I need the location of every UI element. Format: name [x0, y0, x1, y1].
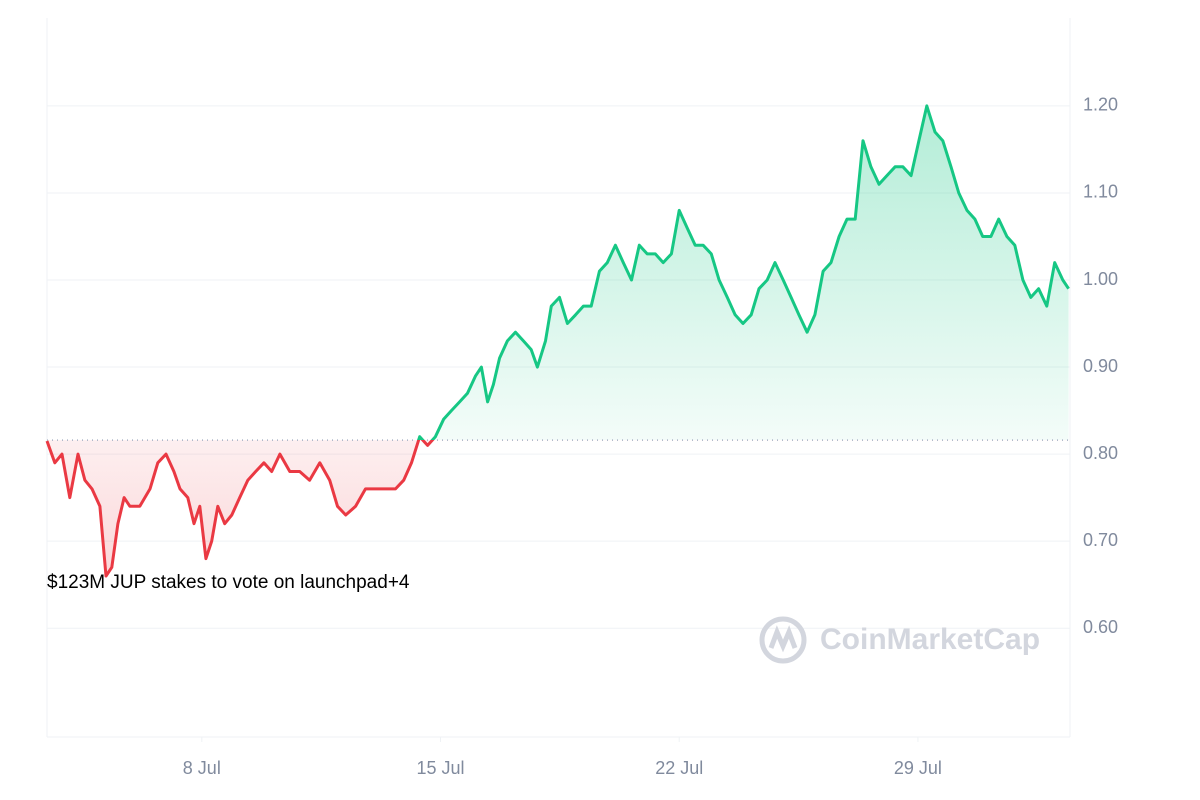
- x-tick-label: 22 Jul: [655, 758, 703, 778]
- grid: 0.60 0.70 0.80 0.90 1.00 1.10 1.20 8 Jul 15 Jul 2…: [46, 18, 1118, 778]
- annotation: $123M JUP stakes to vote on launchpad+4: [47, 572, 410, 593]
- plot: [45, 104, 1070, 578]
- watermark: CoinMarketCap: [820, 623, 1040, 656]
- price-line: [45, 104, 1070, 578]
- y-tick-label: 0.70: [1083, 530, 1118, 550]
- watermark-logo: [759, 616, 807, 664]
- y-tick-label: 0.60: [1083, 617, 1118, 637]
- area: [47, 105, 1069, 577]
- y-tick-label: 1.20: [1083, 95, 1118, 115]
- y-tick-label: 0.90: [1083, 356, 1118, 376]
- x-tick-label: 8 Jul: [183, 758, 221, 778]
- y-tick-label: 1.10: [1083, 182, 1118, 202]
- y-tick-label: 1.00: [1083, 269, 1118, 289]
- x-tick-label: 15 Jul: [416, 758, 464, 778]
- x-tick-label: 29 Jul: [894, 758, 942, 778]
- y-tick-label: 0.80: [1083, 443, 1118, 463]
